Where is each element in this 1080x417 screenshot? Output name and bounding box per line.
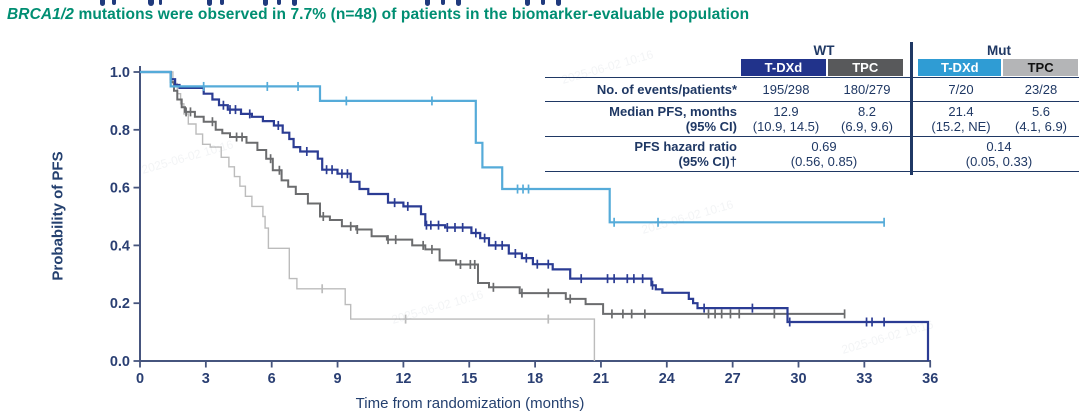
x-tick-label: 24 <box>659 371 675 387</box>
km-curve-wt-tpc <box>140 71 845 315</box>
page-title-text: mutations were observed in 7.7% (n=48) o… <box>74 6 750 23</box>
x-tick-label: 30 <box>790 371 806 387</box>
row-label: No. of events/patients* <box>596 82 737 97</box>
row-label-ci: (95% CI) <box>685 119 737 134</box>
events-mut-tpc: 23/28 <box>1024 82 1058 97</box>
x-tick-label: 0 <box>136 371 144 387</box>
y-tick-label: 0.2 <box>110 296 130 312</box>
median-ci-mut-tpc: (4.1, 6.9) <box>1014 119 1068 134</box>
pfs-stats-table: WT Mut T-DXd TPC T-DXd TPC No. of events… <box>545 42 1079 175</box>
column-header-wt-tpc: TPC <box>827 59 903 76</box>
gene-name: BRCA1/2 <box>7 6 75 23</box>
x-tick-label: 18 <box>527 371 543 387</box>
x-tick-label: 21 <box>593 371 609 387</box>
x-tick-label: 36 <box>922 371 938 387</box>
glyph-fragment <box>292 0 297 6</box>
table-row-median: Median PFS, months (95% CI) 12.9 (10.9, … <box>545 102 1079 137</box>
median-ci-wt-tpc: (6.9, 9.6) <box>840 119 894 134</box>
median-ci-mut-tdxd: (15.2, NE) <box>931 119 991 134</box>
y-tick-label: 0.6 <box>110 181 130 197</box>
km-curve-mut-tpc <box>140 71 596 361</box>
group-header-mut: Mut <box>987 42 1011 58</box>
column-header-mut-tdxd: T-DXd <box>918 59 1002 76</box>
column-header-row: T-DXd TPC T-DXd TPC <box>545 58 1079 78</box>
glyph-fragment <box>425 0 430 6</box>
x-axis-title: Time from randomization (months) <box>355 395 585 412</box>
median-mut-tdxd: 21.4 <box>948 104 974 119</box>
events-wt-tpc: 180/279 <box>843 82 891 97</box>
median-mut-tpc: 5.6 <box>1031 104 1051 119</box>
table-row-hazard-ratio: PFS hazard ratio (95% CI)† 0.69 (0.56, 0… <box>545 137 1079 172</box>
glyph-fragment <box>148 0 154 6</box>
median-wt-tpc: 8.2 <box>857 104 877 119</box>
clipped-heading-fragments <box>0 0 600 7</box>
glyph-fragment <box>263 0 268 6</box>
glyph-fragment <box>556 0 561 6</box>
glyph-fragment <box>541 0 545 5</box>
x-tick-label: 3 <box>202 371 210 387</box>
events-mut-tdxd: 7/20 <box>948 82 974 97</box>
hr-ci-mut: (0.05, 0.33) <box>965 154 1033 169</box>
x-tick-label: 12 <box>395 371 411 387</box>
table-row-events: No. of events/patients* 195/298 180/279 … <box>545 78 1079 102</box>
y-tick-label: 1.0 <box>110 65 130 81</box>
group-header-wt: WT <box>813 42 835 58</box>
glyph-fragment <box>220 0 224 5</box>
wt-mut-divider <box>910 42 913 175</box>
glyph-fragment <box>100 0 105 6</box>
column-header-wt-tdxd: T-DXd <box>741 59 826 76</box>
row-label-ci: (95% CI)† <box>678 154 737 169</box>
y-tick-label: 0.0 <box>110 354 130 370</box>
row-label: PFS hazard ratio <box>634 139 737 154</box>
glyph-fragment <box>159 0 162 5</box>
km-curve-mut-tdxd <box>140 70 885 224</box>
x-tick-label: 27 <box>725 371 741 387</box>
hr-ci-wt: (0.56, 0.85) <box>790 154 858 169</box>
glyph-fragment <box>112 0 116 5</box>
glyph-fragment <box>456 0 461 6</box>
median-wt-tdxd: 12.9 <box>773 104 799 119</box>
page-title: BRCA1/2 mutations were observed in 7.7% … <box>7 6 749 24</box>
y-tick-label: 0.4 <box>110 238 130 254</box>
glyph-fragment <box>441 0 445 5</box>
hr-wt: 0.69 <box>811 139 837 154</box>
glyph-fragment <box>277 0 281 5</box>
x-tick-label: 15 <box>461 371 477 387</box>
km-curve-wt-tdxd <box>140 70 930 361</box>
glyph-fragment <box>207 0 212 6</box>
hr-mut: 0.14 <box>986 139 1012 154</box>
x-tick-label: 9 <box>334 371 342 387</box>
x-tick-label: 33 <box>856 371 872 387</box>
y-tick-label: 0.8 <box>110 123 130 139</box>
group-header-row: WT Mut <box>545 42 1079 58</box>
y-axis-title: Probability of PFS <box>49 151 67 281</box>
glyph-fragment <box>525 0 530 6</box>
column-header-mut-tpc: TPC <box>1003 59 1078 76</box>
row-label: Median PFS, months <box>609 104 737 119</box>
x-tick-label: 6 <box>268 371 276 387</box>
median-ci-wt-tdxd: (10.9, 14.5) <box>752 119 820 134</box>
events-wt-tdxd: 195/298 <box>762 82 810 97</box>
